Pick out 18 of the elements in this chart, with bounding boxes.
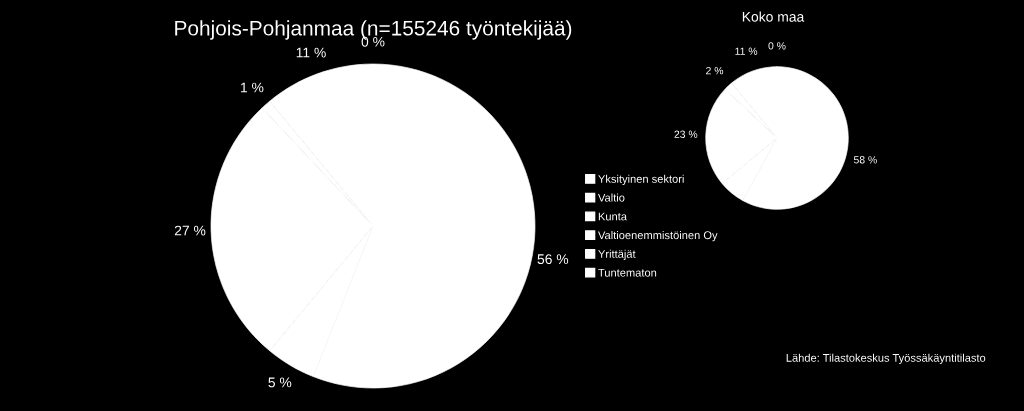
data-label: 1 % bbox=[241, 82, 264, 93]
legend-label: Valtio bbox=[598, 193, 625, 202]
data-label: 56 % bbox=[537, 254, 569, 265]
legend-label: Valtioenemmistöinen Oy bbox=[598, 230, 718, 242]
legend-label: Tuntematon bbox=[598, 268, 657, 277]
legend-label: Yksityinen sektori bbox=[598, 174, 684, 186]
chart-title: Koko maa bbox=[742, 11, 805, 22]
data-label: 2 % bbox=[706, 66, 724, 75]
text: 0 % bbox=[768, 42, 786, 50]
data-label: 11 % bbox=[296, 47, 326, 58]
legend-label: Yrittäjät bbox=[598, 249, 636, 261]
data-label: 58 % bbox=[853, 156, 877, 164]
data-label: 11 % bbox=[735, 47, 758, 55]
legend-label: Kunta bbox=[598, 212, 627, 221]
data-label: 27 % bbox=[174, 225, 206, 236]
data-label: 23 % bbox=[674, 130, 698, 138]
text: Lähde: Tilastokeskus Työssäkäyntitilasto bbox=[786, 353, 986, 364]
data-label: 5 % bbox=[268, 377, 292, 388]
